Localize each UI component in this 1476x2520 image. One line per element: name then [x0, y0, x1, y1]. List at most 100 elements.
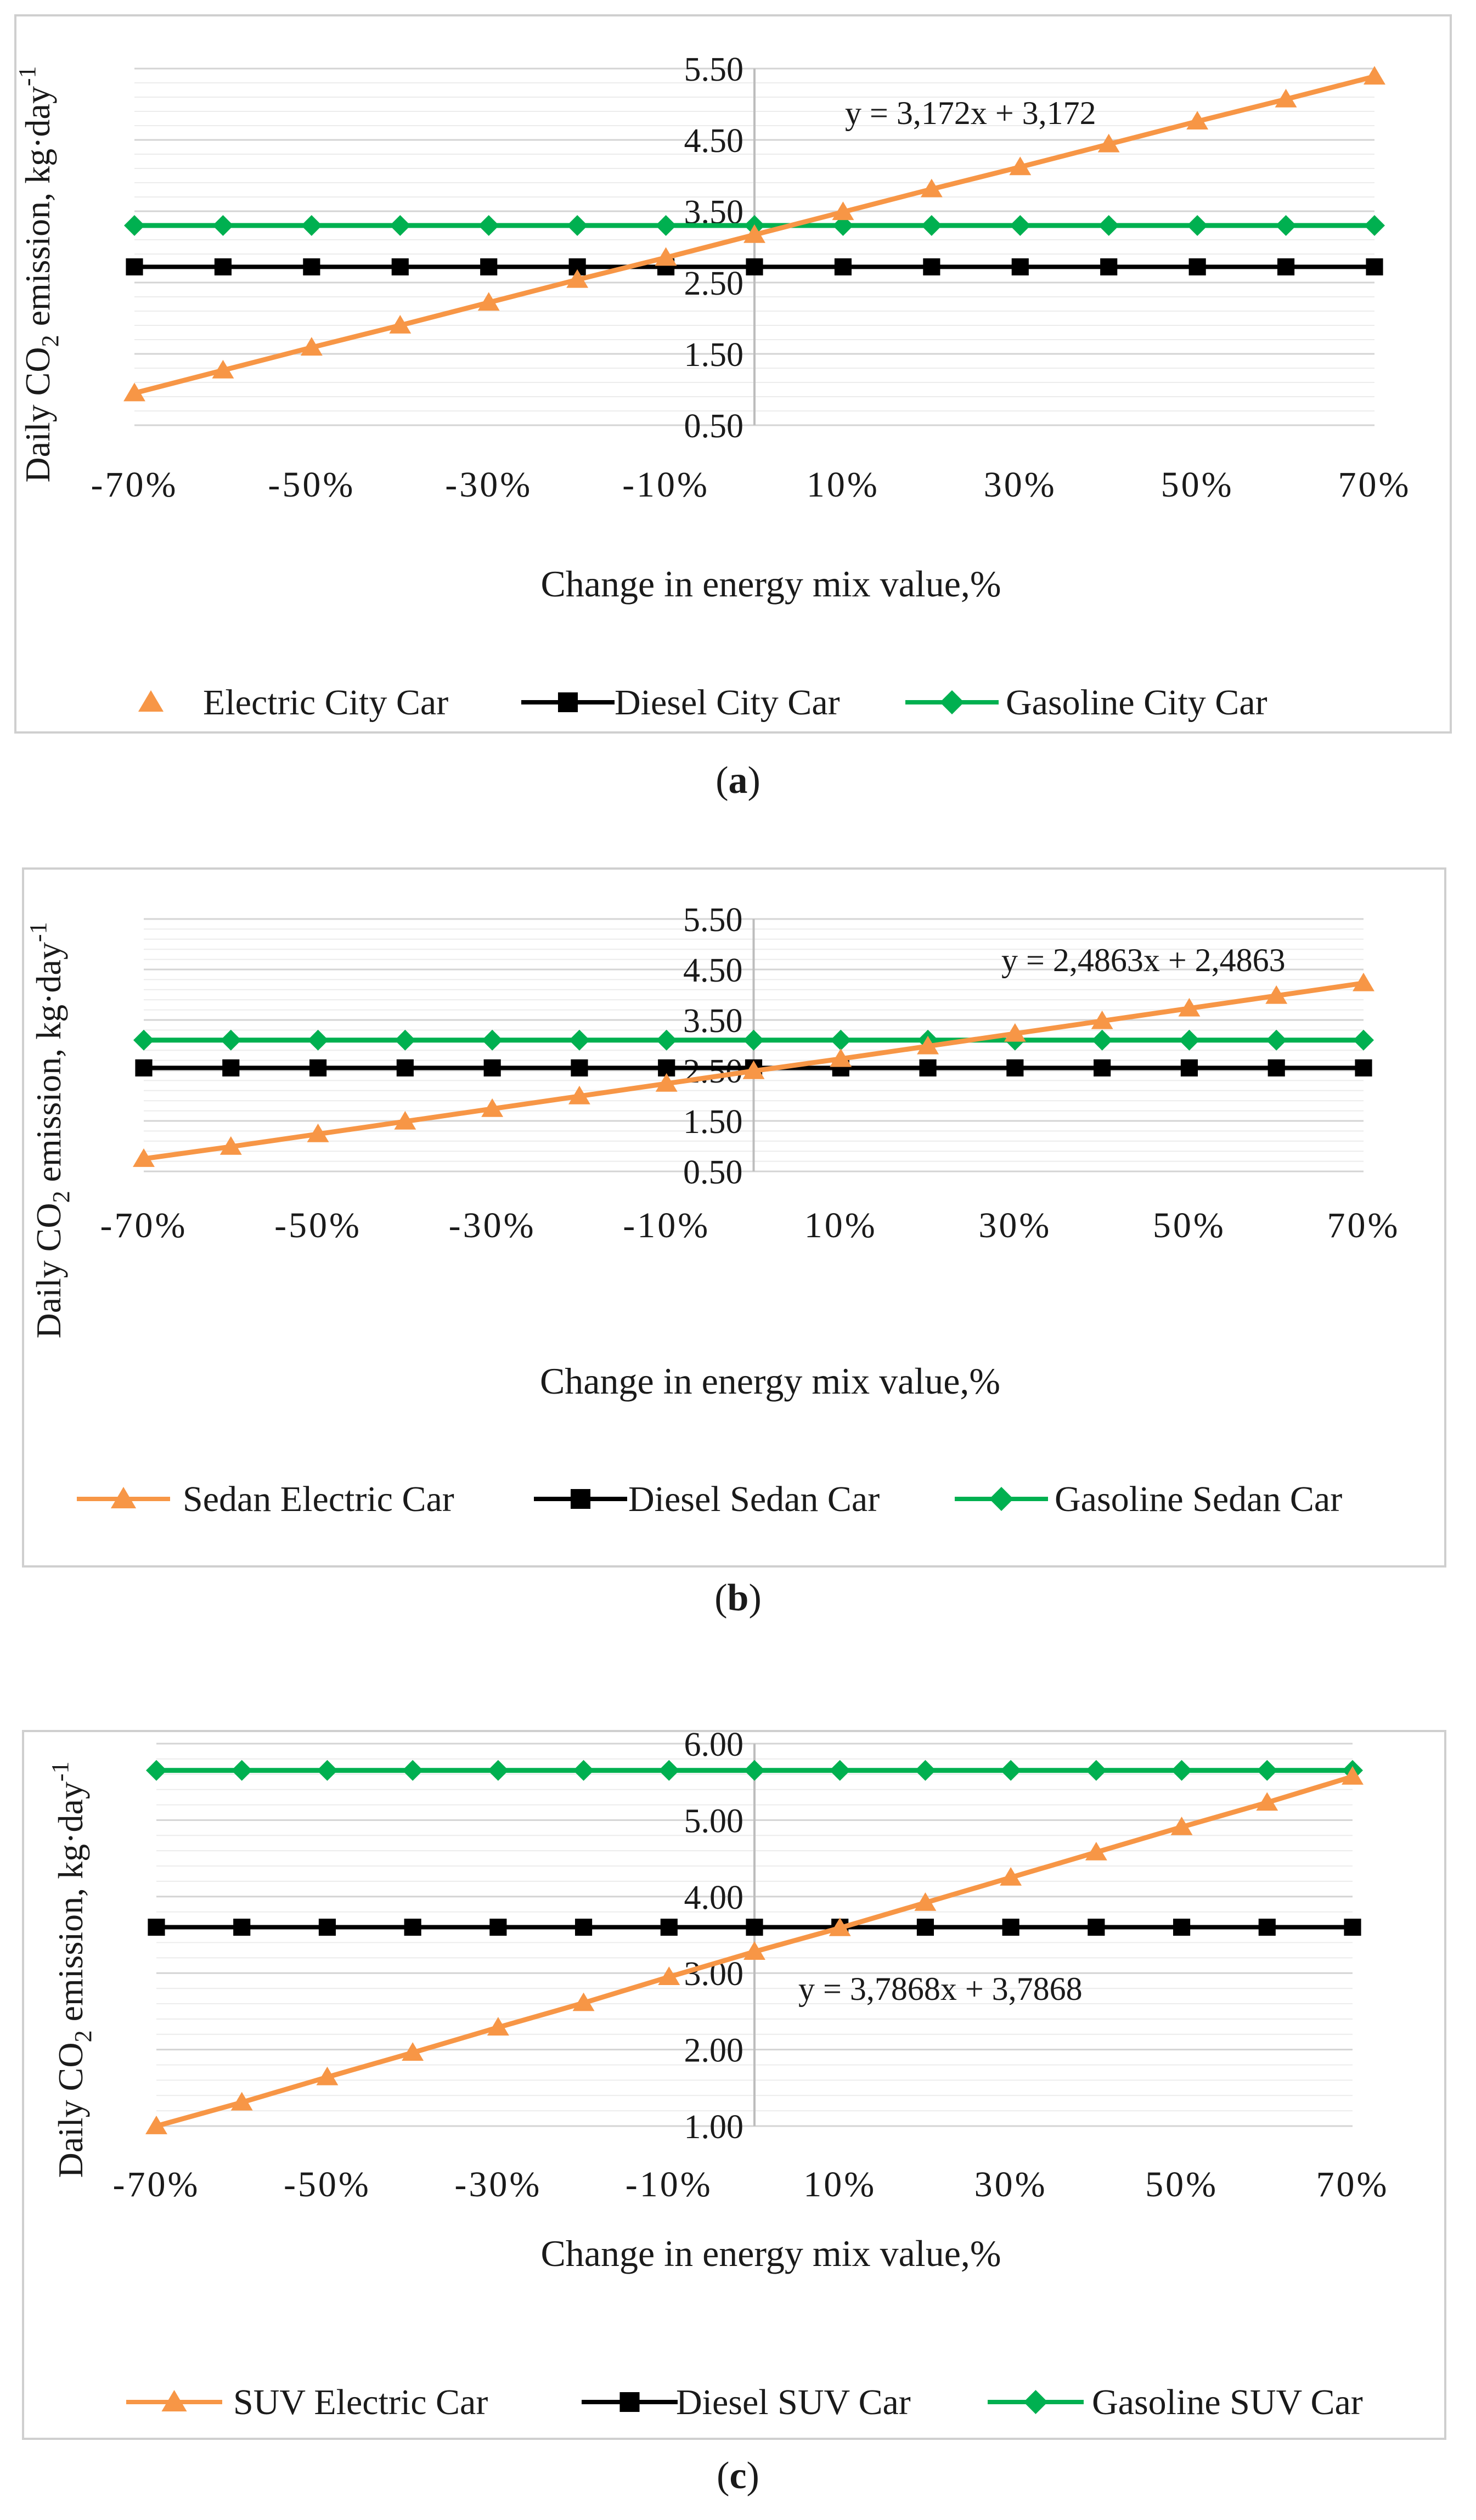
x-tick-label: -30% — [449, 1205, 536, 1245]
x-axis-title: Change in energy mix value,% — [540, 1360, 1000, 1402]
y-axis-title: Daily CO2 emission, kg·day-1 — [14, 66, 64, 482]
data-point — [920, 178, 943, 198]
legend-marker — [138, 690, 164, 712]
data-point — [743, 224, 765, 243]
data-point — [1267, 1059, 1285, 1076]
data-point — [656, 1029, 677, 1051]
data-point — [1366, 258, 1383, 275]
data-point — [655, 247, 677, 266]
series-suv-electric-car — [145, 1766, 1364, 2134]
data-point — [914, 1892, 937, 1911]
y-tick-label: 1.50 — [683, 1103, 743, 1141]
data-point — [746, 258, 763, 275]
data-point — [1091, 1010, 1113, 1029]
data-point — [658, 1966, 680, 1985]
y-tick-label: 5.50 — [684, 51, 744, 88]
data-point — [744, 1760, 765, 1781]
x-tick-label: 70% — [1338, 465, 1411, 505]
data-point — [222, 1059, 240, 1076]
legend-marker — [110, 1487, 137, 1509]
legend-label: Diesel Sedan Car — [628, 1479, 880, 1519]
x-tick-label: 10% — [807, 465, 880, 505]
data-point — [1009, 156, 1032, 176]
legend-marker — [570, 1489, 591, 1509]
data-point — [919, 1059, 937, 1076]
data-point — [1342, 1766, 1364, 1785]
data-point — [568, 1085, 590, 1104]
data-point — [832, 215, 854, 236]
data-point — [307, 1029, 329, 1051]
series-diesel-city-car — [126, 258, 1383, 275]
series-diesel-suv-car — [148, 1918, 1361, 1936]
legend-marker — [1023, 2390, 1048, 2414]
legend-item: Gasoline SUV Car — [988, 2382, 1363, 2422]
data-point — [566, 269, 589, 288]
legend-marker — [557, 692, 578, 713]
data-point — [1266, 1029, 1287, 1051]
data-point — [832, 201, 854, 221]
data-point — [489, 1918, 507, 1936]
data-point — [303, 258, 320, 275]
chart-panel-a: 0.501.502.503.504.505.50-70% -50% -30% -10%… — [14, 14, 1452, 802]
y-tick-label: 0.50 — [683, 1154, 743, 1191]
data-point — [301, 215, 322, 236]
data-point — [390, 215, 411, 236]
data-point — [568, 1029, 590, 1051]
data-point — [1364, 66, 1385, 85]
x-tick-label: 50% — [1145, 2164, 1218, 2205]
series-sedan-electric-car — [133, 972, 1374, 1167]
y-tick-label: 5.00 — [684, 1802, 744, 1840]
data-point — [480, 258, 498, 275]
data-point — [573, 1760, 594, 1781]
y-tick-label: 5.50 — [683, 901, 743, 939]
data-point — [571, 1059, 588, 1076]
data-point — [916, 1918, 934, 1936]
y-tick-label: 6.00 — [684, 1726, 744, 1763]
legend-marker — [619, 2392, 640, 2412]
trendline-equation: y = 3,172x + 3,172 — [845, 95, 1096, 131]
data-point — [482, 1029, 503, 1051]
data-point — [921, 215, 942, 236]
data-point — [1170, 1816, 1193, 1835]
legend-label: Gasoline Sedan Car — [1055, 1479, 1342, 1519]
data-point — [214, 258, 232, 275]
data-point — [1353, 972, 1374, 991]
legend: Sedan Electric Car Diesel Sedan Car Gasoli… — [77, 1479, 1342, 1519]
x-axis-title: Change in energy mix value,% — [540, 2233, 1001, 2274]
data-point — [1085, 1841, 1107, 1861]
data-point — [212, 359, 234, 379]
data-point — [145, 2116, 167, 2134]
legend-item: Sedan Electric Car — [77, 1479, 454, 1519]
series-gasoline-suv-car — [146, 1760, 1363, 1781]
data-point — [1171, 1760, 1192, 1781]
data-point — [1257, 1760, 1278, 1781]
x-tick-label: 70% — [1316, 2164, 1389, 2205]
y-axis-title: Daily CO2 emission, kg·day-1 — [25, 922, 75, 1338]
legend-label: Gasoline City Car — [1006, 683, 1267, 723]
panel-caption: (c) — [717, 2455, 759, 2497]
data-point — [394, 1110, 416, 1130]
data-point — [1088, 1918, 1105, 1936]
x-tick-label: -70% — [91, 465, 178, 505]
legend-label: Electric City Car — [203, 683, 448, 723]
data-point — [1256, 1792, 1278, 1811]
data-point — [1178, 997, 1201, 1017]
data-point — [574, 1918, 593, 1936]
x-tick-label: 30% — [984, 465, 1057, 505]
legend-label: Diesel City Car — [615, 683, 840, 723]
data-point — [923, 258, 940, 275]
data-point — [1344, 1918, 1361, 1936]
data-point — [1173, 1918, 1191, 1936]
data-point — [1011, 258, 1029, 275]
y-tick-label: 3.00 — [684, 1955, 744, 1993]
legend-item: SUV Electric Car — [126, 2382, 488, 2422]
data-point — [395, 1029, 416, 1051]
y-tick-label: 4.00 — [684, 1879, 744, 1916]
x-tick-label: 10% — [804, 1205, 877, 1245]
data-point — [478, 215, 499, 236]
data-point — [1180, 1059, 1198, 1076]
legend-label: Gasoline SUV Car — [1092, 2382, 1363, 2422]
data-point — [743, 1941, 765, 1960]
data-point — [396, 1059, 414, 1076]
